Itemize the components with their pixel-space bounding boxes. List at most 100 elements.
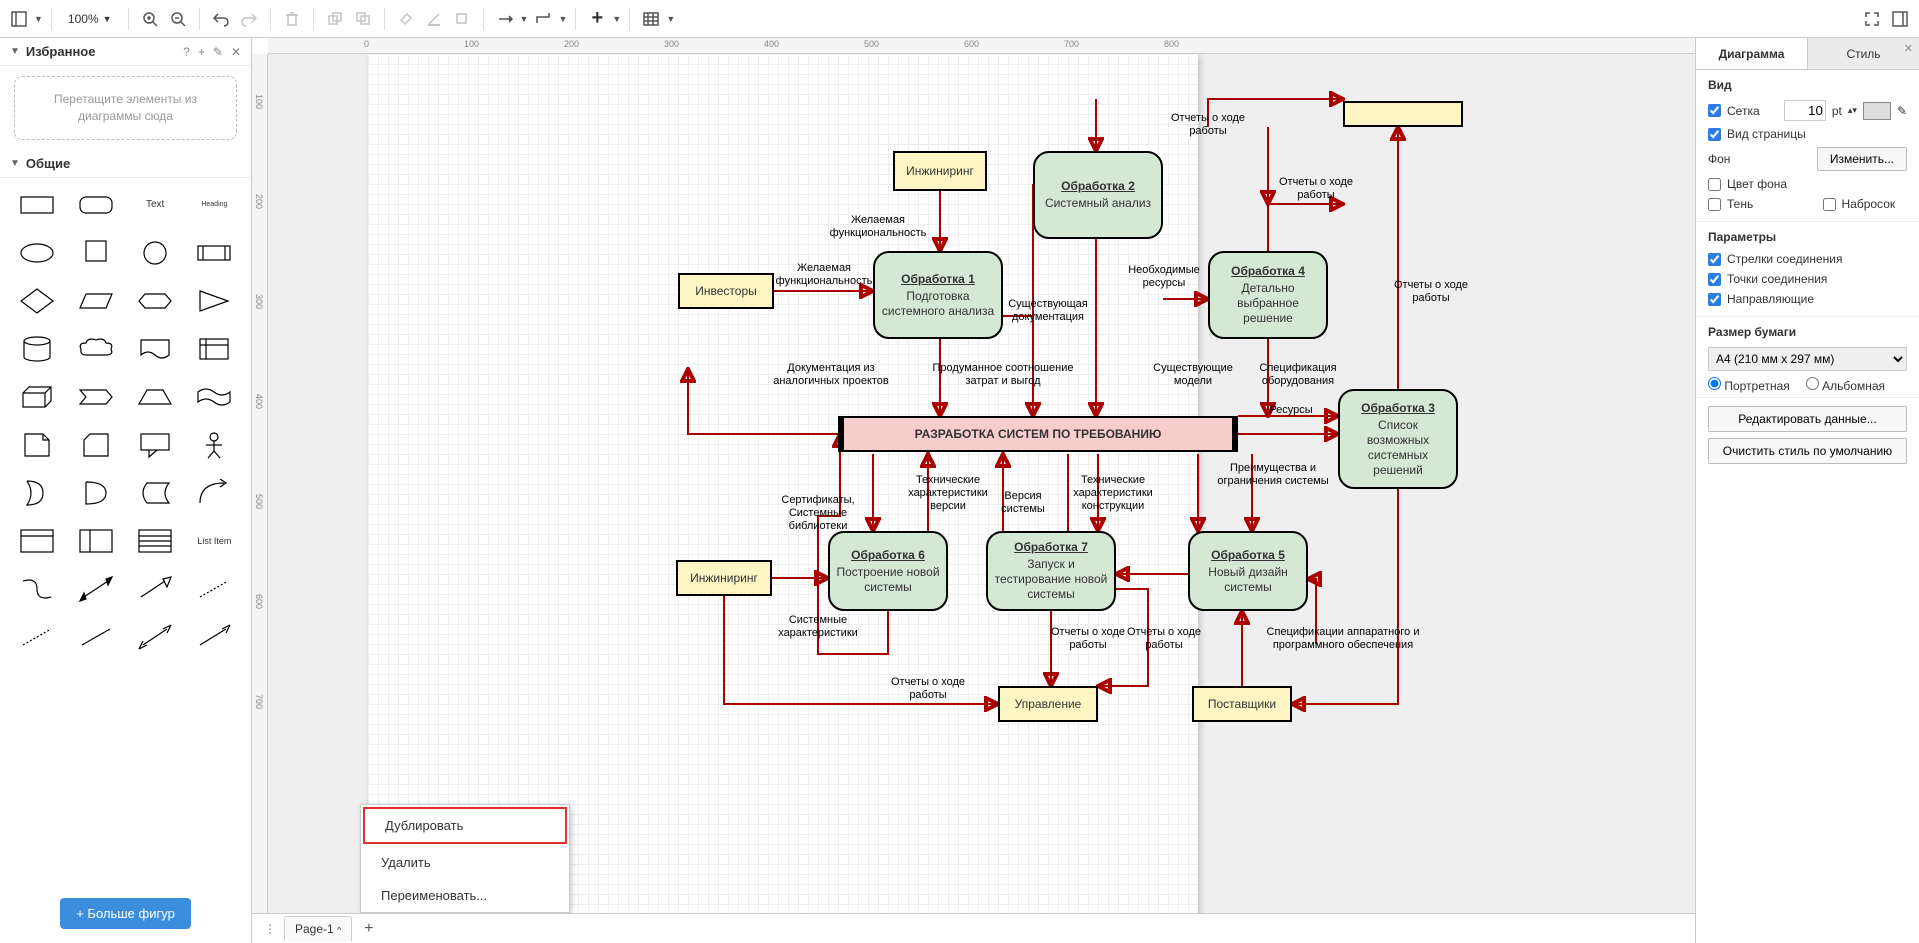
shape-text[interactable]: Text [131, 186, 180, 224]
context-duplicate[interactable]: Дублировать [363, 807, 567, 844]
diagram-node[interactable]: Управление [998, 686, 1098, 722]
canvas[interactable]: Инвесторы Инжиниринг Обработка 2Системный … [268, 54, 1695, 913]
diagram-node[interactable]: Обработка 3Список возможных системных ре… [1338, 389, 1458, 489]
bgcolor-checkbox[interactable] [1708, 178, 1721, 191]
landscape-radio[interactable]: Альбомная [1806, 377, 1885, 393]
line-color-icon[interactable] [421, 6, 447, 32]
diagram-node[interactable]: Обработка 6Построение новой системы [828, 531, 948, 611]
to-front-icon[interactable] [322, 6, 348, 32]
shape-process[interactable] [190, 234, 239, 272]
add-page-button[interactable]: + [356, 916, 381, 942]
shape-dashed-line2[interactable] [12, 618, 61, 656]
shape-frame2[interactable] [71, 522, 120, 560]
diagram-node[interactable]: Инвесторы [678, 273, 774, 309]
shape-actor[interactable] [190, 426, 239, 464]
grid-color-swatch[interactable] [1863, 102, 1891, 120]
edit-favorites-icon[interactable]: ✎ [213, 45, 223, 59]
shape-heading[interactable]: Heading [190, 186, 239, 224]
shape-square[interactable] [71, 234, 120, 272]
shape-list-item[interactable]: List Item [190, 522, 239, 560]
shape-callout[interactable] [131, 426, 180, 464]
favorites-dropzone[interactable]: Перетащите элементы из диаграммы сюда [14, 76, 237, 140]
sketch-checkbox[interactable] [1823, 198, 1836, 211]
edit-data-button[interactable]: Редактировать данные... [1708, 406, 1907, 432]
shape-and[interactable] [71, 474, 120, 512]
shape-bidir-line[interactable] [131, 618, 180, 656]
fullscreen-icon[interactable] [1859, 6, 1885, 32]
diagram-node[interactable]: РАЗРАБОТКА СИСТЕМ ПО ТРЕБОВАНИЮ [838, 416, 1238, 452]
waypoint-icon[interactable] [530, 6, 556, 32]
paper-size-select[interactable]: A4 (210 мм x 297 мм) [1708, 347, 1907, 371]
shadow-icon[interactable] [449, 6, 475, 32]
general-header[interactable]: ▼ Общие [0, 150, 251, 178]
shape-circle[interactable] [131, 234, 180, 272]
shape-rounded-rect[interactable] [71, 186, 120, 224]
close-format-icon[interactable]: ✕ [1904, 42, 1913, 55]
connection-icon[interactable] [492, 6, 518, 32]
shape-hexagon[interactable] [131, 282, 180, 320]
diagram-node[interactable]: Инжиниринг [676, 560, 772, 596]
shape-internal-storage[interactable] [190, 330, 239, 368]
shape-tape[interactable] [190, 378, 239, 416]
shape-list[interactable] [131, 522, 180, 560]
shape-ellipse[interactable] [12, 234, 61, 272]
pencil-icon[interactable]: ✎ [1897, 104, 1907, 118]
page-tab[interactable]: Page-1 ^ [284, 916, 352, 941]
guides-checkbox[interactable] [1708, 293, 1721, 306]
favorites-header[interactable]: ▼ Избранное ? + ✎ ✕ [0, 38, 251, 66]
diagram-node[interactable]: Обработка 2Системный анализ [1033, 151, 1163, 239]
to-back-icon[interactable] [350, 6, 376, 32]
zoom-out-icon[interactable] [165, 6, 191, 32]
layout-icon[interactable] [6, 6, 32, 32]
shape-note[interactable] [12, 426, 61, 464]
shape-document[interactable] [131, 330, 180, 368]
grid-checkbox[interactable] [1708, 104, 1721, 117]
more-shapes-button[interactable]: + Больше фигур [60, 898, 191, 929]
context-delete[interactable]: Удалить [361, 846, 569, 879]
zoom-in-icon[interactable] [137, 6, 163, 32]
format-panel-icon[interactable] [1887, 6, 1913, 32]
fill-color-icon[interactable] [393, 6, 419, 32]
close-favorites-icon[interactable]: ✕ [231, 45, 241, 59]
add-favorite-icon[interactable]: + [198, 45, 205, 59]
diagram-node[interactable]: Обработка 1Подготовка системного анализа [873, 251, 1003, 339]
shape-arrow[interactable] [131, 570, 180, 608]
shape-bidir-arrow[interactable] [71, 570, 120, 608]
shape-card[interactable] [71, 426, 120, 464]
shape-trapezoid[interactable] [131, 378, 180, 416]
add-icon[interactable]: + [584, 6, 610, 32]
tab-diagram[interactable]: Диаграмма [1696, 38, 1807, 70]
shape-curve[interactable] [12, 570, 61, 608]
diagram-node[interactable] [1343, 101, 1463, 127]
shape-dir-line[interactable] [190, 618, 239, 656]
shape-cloud[interactable] [71, 330, 120, 368]
shape-diamond[interactable] [12, 282, 61, 320]
delete-icon[interactable] [279, 6, 305, 32]
shape-or[interactable] [12, 474, 61, 512]
shape-data-storage[interactable] [131, 474, 180, 512]
shape-line[interactable] [71, 618, 120, 656]
shape-triangle[interactable] [190, 282, 239, 320]
context-rename[interactable]: Переименовать... [361, 879, 569, 912]
shape-rectangle[interactable] [12, 186, 61, 224]
conn-arrows-checkbox[interactable] [1708, 253, 1721, 266]
tab-style[interactable]: Стиль✕ [1807, 38, 1919, 70]
shape-parallelogram[interactable] [71, 282, 120, 320]
pages-menu-icon[interactable]: ⋮ [260, 918, 280, 940]
shape-step[interactable] [71, 378, 120, 416]
diagram-node[interactable]: Обработка 5Новый дизайн системы [1188, 531, 1308, 611]
redo-icon[interactable] [236, 6, 262, 32]
shape-frame[interactable] [12, 522, 61, 560]
grid-size-input[interactable] [1784, 100, 1826, 121]
change-bg-button[interactable]: Изменить... [1817, 147, 1907, 171]
shape-dashed-line[interactable] [190, 570, 239, 608]
shape-cylinder[interactable] [12, 330, 61, 368]
undo-icon[interactable] [208, 6, 234, 32]
table-icon[interactable] [638, 6, 664, 32]
diagram-node[interactable]: Обработка 4Детально выбранное решение [1208, 251, 1328, 339]
zoom-dropdown[interactable]: 100%▼ [60, 12, 120, 26]
shadow-checkbox[interactable] [1708, 198, 1721, 211]
help-icon[interactable]: ? [183, 45, 190, 59]
conn-points-checkbox[interactable] [1708, 273, 1721, 286]
shape-arrow-curve[interactable] [190, 474, 239, 512]
